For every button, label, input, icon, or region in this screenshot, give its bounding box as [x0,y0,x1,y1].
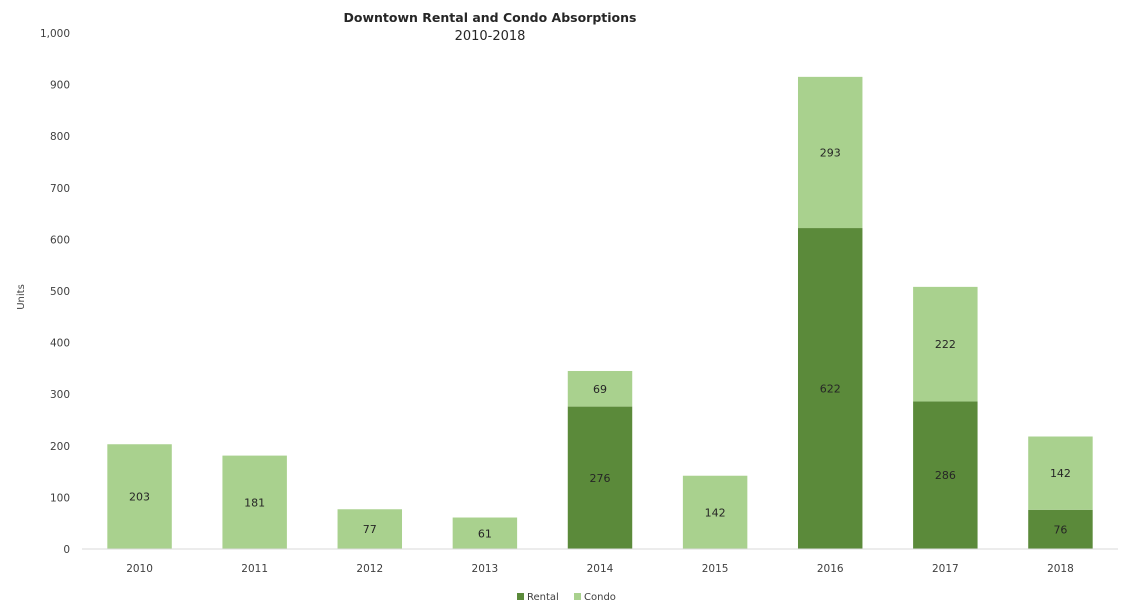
data-label: 76 [1053,523,1067,536]
x-axis-ticks: 2010 2011 2012 2013 2014 2015 2016 2017 2018 [126,563,1074,575]
data-label: 142 [705,506,726,519]
data-label: 69 [593,383,607,396]
y-axis-title: Units [16,284,27,310]
x-tick-label: 2016 [817,563,844,575]
y-tick-label: 900 [50,80,70,92]
chart-title: Downtown Rental and Condo Absorptions [344,10,637,25]
data-label: 203 [129,491,150,504]
x-tick-label: 2015 [702,563,729,575]
y-tick-label: 800 [50,131,70,143]
bar-condo-2014 [567,370,633,407]
legend-swatch-condo [574,593,581,600]
y-tick-label: 700 [50,183,70,195]
y-tick-label: 500 [50,286,70,298]
bar-condo-2010 [107,444,172,549]
data-label: 222 [935,338,956,351]
data-label: 286 [935,469,956,482]
data-label: 293 [820,146,841,159]
bar-rental-2014 [567,406,633,549]
legend-swatch-rental [517,593,524,600]
data-label: 142 [1050,467,1071,480]
chart-subtitle: 2010-2018 [455,29,526,44]
y-tick-label: 100 [50,492,70,504]
legend-label-condo: Condo [584,592,616,603]
legend-label-rental: Rental [527,592,559,603]
data-label: 77 [363,523,377,536]
y-axis-ticks: 0 100 200 300 400 500 600 700 800 900 1,000 [40,28,70,556]
y-tick-label: 1,000 [40,28,70,40]
x-tick-label: 2011 [241,563,268,575]
data-label: 61 [478,527,492,540]
x-tick-label: 2017 [932,563,959,575]
bar-condo-2012 [337,509,403,549]
bar-condo-2011 [222,455,287,549]
bar-condo-2016 [797,76,863,229]
bar-condo-2017 [913,286,978,402]
x-tick-label: 2013 [472,563,499,575]
x-tick-label: 2014 [587,563,614,575]
y-tick-label: 200 [50,441,70,453]
x-tick-label: 2012 [356,563,383,575]
bar-rental-2017 [913,401,978,549]
data-label: 181 [244,496,265,509]
bar-condo-2015 [682,475,748,549]
bar-rental-2018 [1028,509,1093,549]
x-tick-label: 2018 [1047,563,1074,575]
bars: 203 181 77 61 276 69 142 622 293 286 222 76 142 [107,76,1093,549]
legend: Rental Condo [517,592,616,603]
bar-condo-2018 [1028,436,1093,510]
bar-condo-2013 [452,517,518,549]
x-tick-label: 2010 [126,563,153,575]
y-tick-label: 0 [63,544,70,556]
bar-rental-2016 [797,228,863,549]
data-label: 622 [820,383,841,396]
y-tick-label: 600 [50,234,70,246]
y-tick-label: 400 [50,338,70,350]
y-tick-label: 300 [50,389,70,401]
data-label: 276 [590,472,611,485]
